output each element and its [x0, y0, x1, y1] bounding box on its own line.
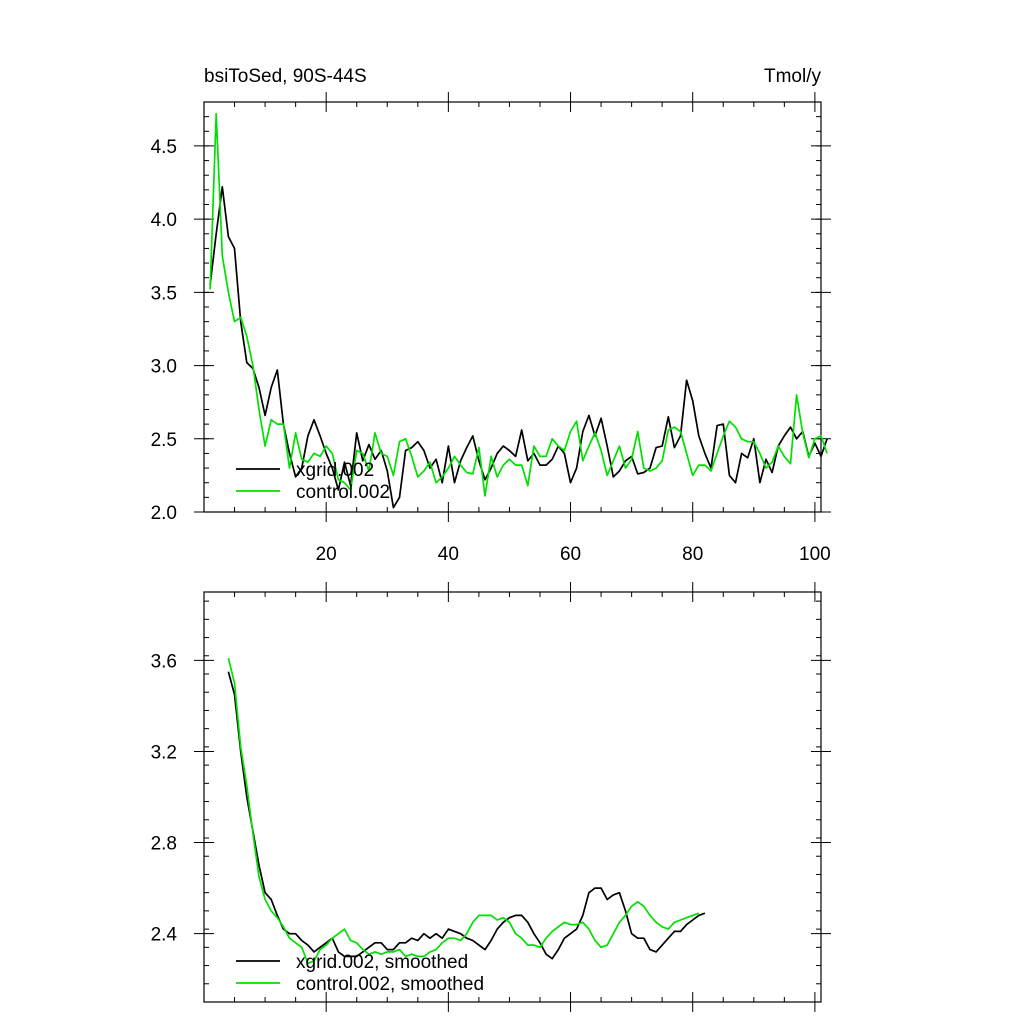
- x-tick-label: 100: [799, 544, 831, 565]
- x-tick-label: 40: [438, 544, 459, 565]
- y-tick-label: 2.4: [151, 925, 178, 946]
- y-tick-label: 2.8: [151, 834, 177, 855]
- chart-title: bsiToSed, 90S-44S: [204, 66, 367, 87]
- top-panel: 20 40 60 80 100 2.0 2.5 3.0 3.5 4.0 4.5 xgrid.002co…: [151, 92, 831, 565]
- y-tick-label: 3.6: [151, 651, 177, 672]
- series-line: [227, 671, 706, 960]
- bottom-panel: 2.4 2.8 3.2 3.6 xgrid.002, smoothedcontrol.0…: [151, 582, 831, 1012]
- x-tick-label: 20: [316, 544, 337, 565]
- series-line: [227, 657, 700, 965]
- series-line: [209, 112, 828, 497]
- y-tick-label: 4.0: [151, 210, 177, 231]
- y-tick-label: 2.0: [151, 503, 177, 524]
- x-tick-label: 60: [560, 544, 581, 565]
- legend-label: xgrid.002, smoothed: [296, 952, 468, 973]
- plot-frame: [203, 591, 822, 1003]
- y-tick-label: 4.5: [151, 137, 177, 158]
- units-label: Tmol/y: [764, 66, 822, 87]
- legend-label: xgrid.002: [296, 460, 374, 481]
- x-tick-label: 80: [682, 544, 703, 565]
- y-tick-label: 3.2: [151, 742, 177, 763]
- legend-label: control.002, smoothed: [296, 974, 484, 995]
- y-tick-label: 3.5: [151, 283, 177, 304]
- plot-frame: [203, 101, 822, 513]
- legend-label: control.002: [296, 482, 390, 503]
- y-tick-label: 3.0: [151, 357, 177, 378]
- y-tick-label: 2.5: [151, 430, 177, 451]
